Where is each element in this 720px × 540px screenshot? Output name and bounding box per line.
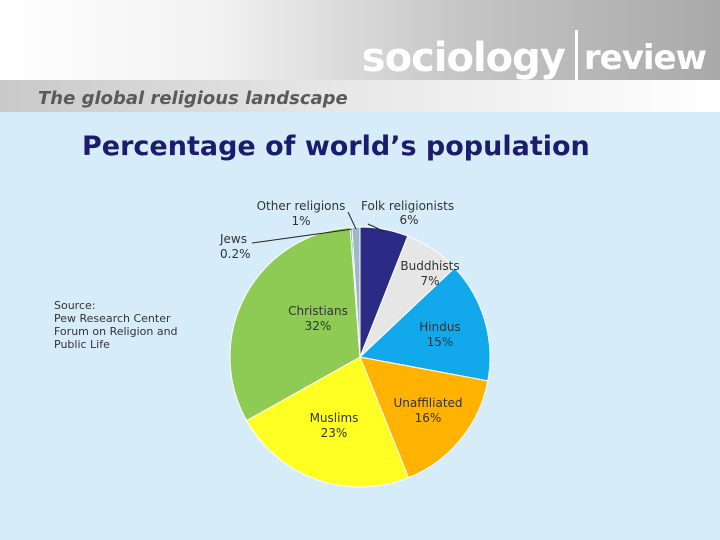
slice-label-other-religions: Other religions xyxy=(257,199,346,213)
slide-title: Percentage of world’s population xyxy=(82,131,590,162)
leader-line-jews xyxy=(251,228,352,244)
pie-slice-other-religions xyxy=(351,226,361,358)
subtitle-bar xyxy=(0,80,720,112)
slice-label-unaffiliated: Unaffiliated xyxy=(393,396,462,410)
source-line: Public Life xyxy=(54,338,110,351)
pie-slice-muslims xyxy=(245,356,410,488)
slice-value-muslims: 23% xyxy=(321,426,348,440)
source-line: Forum on Religion and xyxy=(54,325,178,338)
leader-line-other-religions xyxy=(347,211,357,230)
slice-value-hindus: 15% xyxy=(427,335,454,349)
slice-value-other-religions: 1% xyxy=(291,214,310,228)
slice-value-christians: 32% xyxy=(305,319,332,333)
slice-label-jews: Jews xyxy=(219,232,247,246)
pie-slice-hindus xyxy=(358,267,491,382)
slice-label-christians: Christians xyxy=(288,304,348,318)
slice-value-jews: 0.2% xyxy=(220,247,251,261)
header-banner: sociology review xyxy=(0,0,720,82)
sociology-review-logo: sociology review xyxy=(361,26,707,82)
logo-word-review: review xyxy=(583,38,707,78)
slide-subtitle: The global religious landscape xyxy=(38,88,348,109)
pie-slice-unaffiliated xyxy=(359,356,489,479)
slice-value-folk-religionists: 6% xyxy=(399,213,418,227)
source-line: Pew Research Center xyxy=(54,312,171,325)
slice-label-muslims: Muslims xyxy=(310,411,359,425)
slice-value-unaffiliated: 16% xyxy=(415,411,442,425)
slice-value-buddhists: 7% xyxy=(420,274,439,288)
source-line: Source: xyxy=(54,299,96,312)
slice-label-buddhists: Buddhists xyxy=(400,259,459,273)
source-note: Source: Pew Research Center Forum on Rel… xyxy=(54,299,204,351)
leader-line-folk-religionists xyxy=(367,223,385,232)
slice-label-hindus: Hindus xyxy=(419,320,460,334)
logo-separator xyxy=(574,30,578,82)
logo-word-sociology: sociology xyxy=(361,35,566,81)
slice-label-folk-religionists: Folk religionists xyxy=(361,199,454,213)
